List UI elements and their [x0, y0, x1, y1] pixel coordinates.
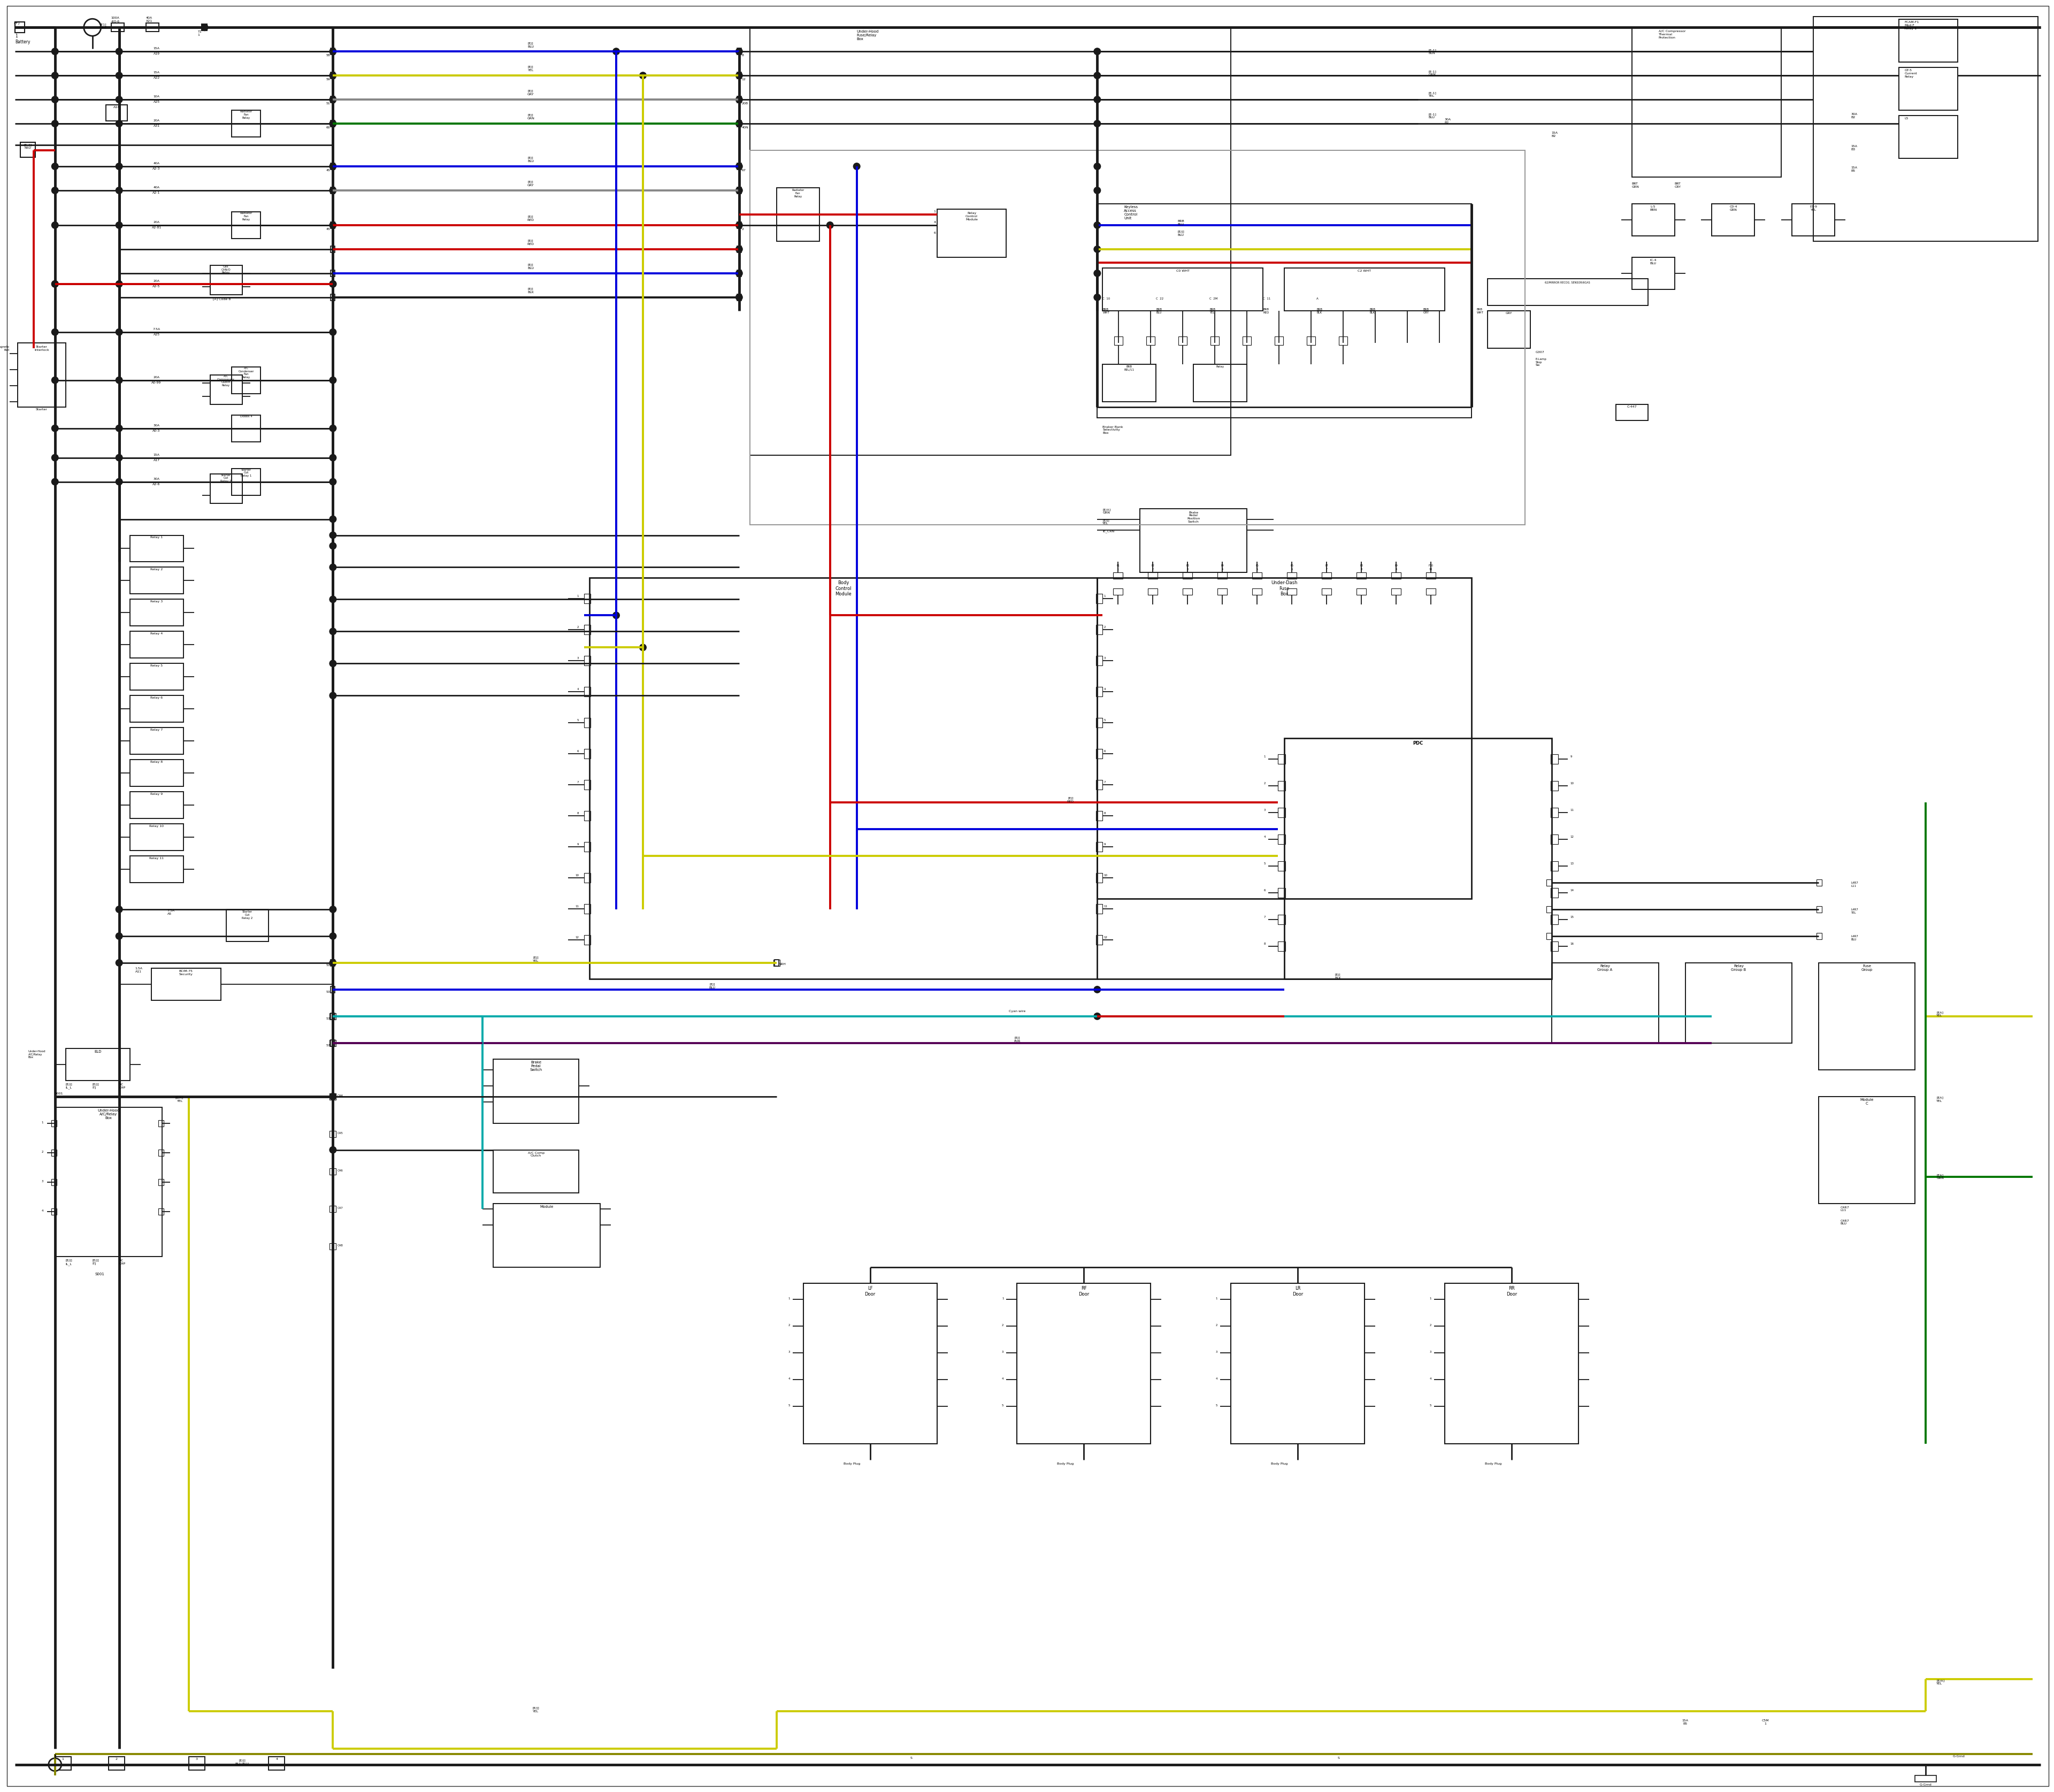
Bar: [111, 23, 123, 32]
Text: 7.5A
A5: 7.5A A5: [166, 909, 175, 916]
Circle shape: [612, 48, 620, 56]
Bar: [1425, 573, 1436, 579]
Text: E1-9
YEL: E1-9 YEL: [1810, 206, 1818, 211]
Bar: [583, 656, 592, 665]
Text: 1: 1: [62, 1758, 64, 1760]
Text: S001: S001: [55, 1091, 64, 1095]
Bar: [1551, 962, 1658, 1043]
Text: Cyan wire: Cyan wire: [1009, 1011, 1025, 1012]
Circle shape: [735, 48, 744, 56]
Text: F7: F7: [1325, 564, 1329, 568]
Bar: [158, 1149, 164, 1156]
Bar: [331, 986, 335, 993]
Bar: [1487, 310, 1530, 348]
Bar: [1711, 204, 1754, 237]
Circle shape: [735, 269, 744, 278]
Bar: [1914, 1776, 1937, 1781]
Bar: [1097, 579, 1471, 898]
Bar: [51, 1179, 58, 1185]
Bar: [232, 111, 261, 136]
Circle shape: [735, 163, 744, 170]
Text: Under-Hood
A/C/Relay
Box: Under-Hood A/C/Relay Box: [29, 1050, 45, 1059]
Circle shape: [329, 222, 337, 229]
Circle shape: [1093, 186, 1101, 194]
Circle shape: [115, 48, 123, 56]
Circle shape: [115, 959, 123, 966]
Bar: [1097, 812, 1103, 821]
Bar: [583, 780, 592, 790]
Text: Under-Hood
A/C/Relay
Box: Under-Hood A/C/Relay Box: [97, 1109, 119, 1120]
Bar: [1791, 204, 1834, 237]
Text: [EJ]
GRY: [EJ] GRY: [528, 181, 534, 186]
Text: Module: Module: [540, 1204, 553, 1208]
Text: T1
1: T1 1: [197, 30, 201, 36]
Text: [EA]
YEL: [EA] YEL: [1937, 1011, 1943, 1016]
Bar: [737, 246, 741, 253]
Bar: [1097, 656, 1103, 665]
Text: A31: A31: [154, 125, 160, 127]
Text: 14: 14: [1569, 889, 1573, 892]
Circle shape: [329, 692, 337, 699]
Text: 15A: 15A: [154, 72, 160, 73]
Bar: [583, 935, 592, 944]
Bar: [1444, 1283, 1577, 1444]
Circle shape: [115, 328, 123, 335]
Bar: [331, 294, 335, 301]
Text: BRB
GRY: BRB GRY: [1423, 308, 1430, 314]
Bar: [210, 375, 242, 405]
Text: Under-Dash
Fuse
Box: Under-Dash Fuse Box: [1271, 581, 1298, 597]
Text: 12: 12: [1569, 835, 1573, 839]
Bar: [1253, 588, 1261, 595]
Bar: [14, 22, 25, 32]
Bar: [1356, 573, 1366, 579]
Text: 15A: 15A: [154, 453, 160, 457]
Text: Gas
CAN/O
Relay: Gas CAN/O Relay: [222, 265, 230, 274]
Bar: [1103, 364, 1156, 401]
Bar: [1278, 754, 1286, 763]
Text: Radiator
Fan
Relay: Radiator Fan Relay: [791, 188, 805, 197]
Text: 1
Battery: 1 Battery: [14, 34, 31, 45]
Text: 60: 60: [327, 125, 331, 129]
Bar: [1097, 903, 1103, 914]
Bar: [55, 1756, 72, 1770]
Circle shape: [735, 222, 744, 229]
Text: A2-3: A2-3: [152, 167, 160, 170]
Text: 53: 53: [327, 964, 331, 966]
Text: [E/J]
YEL: [E/J] YEL: [532, 1706, 540, 1713]
Bar: [750, 27, 1230, 455]
Bar: [1183, 588, 1193, 595]
Text: Brake
Pedal
Position
Switch: Brake Pedal Position Switch: [1187, 511, 1200, 523]
Bar: [1551, 889, 1559, 898]
Text: C  11: C 11: [1263, 297, 1271, 299]
Bar: [158, 1208, 164, 1215]
Text: [E-4]
RED: [E-4] RED: [25, 143, 31, 149]
Text: Starter
Interlock: Starter Interlock: [35, 346, 49, 351]
Circle shape: [329, 186, 337, 194]
Bar: [158, 1179, 164, 1185]
Text: Body Plug: Body Plug: [844, 1462, 861, 1466]
Bar: [1097, 625, 1103, 634]
Circle shape: [329, 280, 337, 289]
Circle shape: [735, 186, 744, 194]
Circle shape: [51, 478, 60, 486]
Text: F5: F5: [1255, 564, 1259, 568]
Text: [EJ]
BLK: [EJ] BLK: [528, 289, 534, 294]
Text: Relay 11: Relay 11: [150, 857, 164, 860]
Text: [EJ]
RED: [EJ] RED: [528, 240, 534, 246]
Text: [EJ]
YEL: [EJ] YEL: [534, 957, 538, 962]
Circle shape: [329, 163, 337, 170]
Bar: [1253, 573, 1261, 579]
Text: F10: F10: [1428, 564, 1434, 568]
Circle shape: [329, 478, 337, 486]
Text: Body Plug: Body Plug: [1485, 1462, 1501, 1466]
Bar: [493, 1204, 600, 1267]
Circle shape: [1093, 294, 1101, 301]
Text: [E/J]
IL_L: [E/J] IL_L: [66, 1082, 72, 1090]
Text: BRB
BLU: BRB BLU: [1156, 308, 1163, 314]
Text: 30A: 30A: [154, 477, 160, 480]
Bar: [1278, 914, 1286, 925]
Text: F1: F1: [1117, 564, 1119, 568]
Bar: [583, 812, 592, 821]
Circle shape: [329, 120, 337, 127]
Text: 57: 57: [327, 1045, 331, 1047]
